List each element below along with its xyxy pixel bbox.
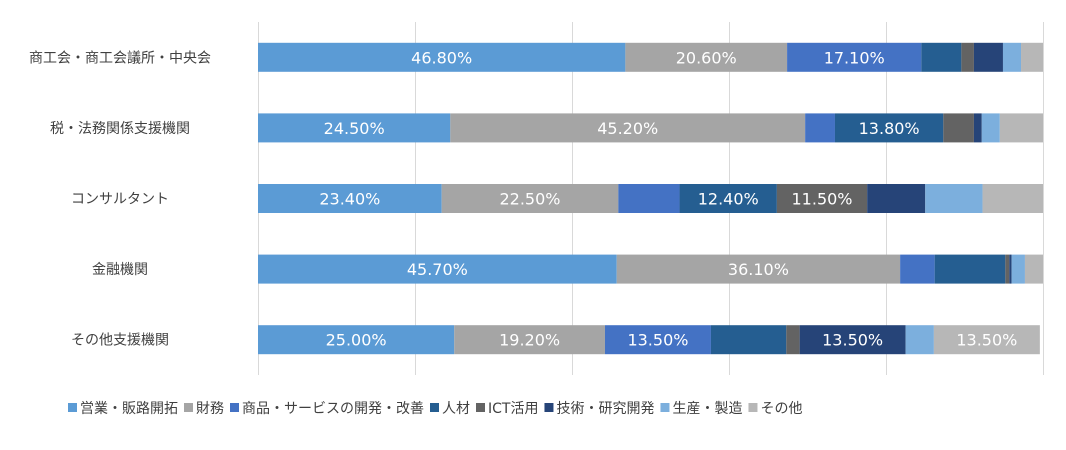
bar-segment [981,113,1000,143]
bar-segment [934,254,1006,284]
legend-swatch [748,403,758,412]
bar-segment [258,325,455,355]
data-label: 20.60% [676,48,737,67]
legend-label: 技術・研究開発 [556,401,654,417]
legend-label: 生産・製造 [672,401,742,417]
data-label: 17.10% [824,48,885,67]
bar-segment [905,325,934,355]
data-label: 13.50% [627,331,688,350]
bar-segment [973,113,982,143]
data-label: 13.50% [956,331,1017,350]
bar-segment [450,113,806,143]
legend-swatch [476,403,485,412]
bar-segment [999,113,1043,143]
legend-swatch [430,403,439,412]
bar-segment [625,42,788,72]
bar-segment [933,325,1040,355]
bar-segment [1009,254,1012,284]
legend-label: 人材 [442,401,470,417]
bar-segment [710,325,787,355]
category-label: 商工会・商工会議所・中央会 [29,49,211,66]
legend-swatch [230,403,239,412]
category-label: 金融機関 [92,262,148,278]
bar-segment [679,184,777,213]
data-label: 24.50% [324,119,385,138]
data-label: 23.40% [319,190,380,209]
data-label: 13.80% [859,119,920,138]
legend-label: ICT活用 [488,401,538,417]
data-label: 13.50% [822,331,883,350]
bar-segment [925,184,983,213]
data-label: 22.50% [499,190,560,209]
bar-segment [1024,254,1043,284]
bar-segment [900,254,935,284]
bar-segment [258,42,626,72]
data-label: 12.40% [698,190,759,209]
bar-segment [258,254,617,284]
data-label: 46.80% [411,48,472,67]
bar-segment [943,113,974,143]
bar-segment [1002,42,1022,72]
bar-segment [799,325,906,355]
legend-label: 営業・販路開拓 [80,401,178,417]
data-label: 25.00% [326,331,387,350]
bar-segment [776,184,868,213]
bar-segment [982,184,1043,213]
bar-segment [1011,254,1025,284]
category-label: コンサルタント [71,192,169,208]
bar-segment [441,184,619,213]
bar-segment [867,184,926,213]
bar-segment [786,325,800,355]
bar-segment [787,42,922,72]
legend-swatch [544,403,554,412]
legend-swatch [660,403,670,412]
bar-segment [454,325,605,355]
data-label: 45.20% [597,119,658,138]
legend-label: 財務 [196,401,224,417]
bar-segment [616,254,901,284]
bar-segment [921,42,962,72]
bar-segment [973,42,1003,72]
bar-segment [1021,42,1043,72]
legend-label: 商品・サービスの開発・改善 [242,401,424,417]
bar-segment [604,325,711,355]
legend-label: その他 [760,401,802,417]
bar-segment [618,184,680,213]
bar-segment [258,184,442,213]
category-label: 税・法務関係支援機関 [50,121,190,137]
legend-swatch [184,403,193,412]
data-label: 45.70% [407,260,468,279]
data-label: 11.50% [792,190,853,209]
bar-segment [834,113,944,143]
bar-segment [1005,254,1010,284]
data-label: 36.10% [728,260,789,279]
category-labels: 商工会・商工会議所・中央会税・法務関係支援機関コンサルタント金融機関その他支援機… [29,49,211,348]
data-label: 19.20% [499,331,560,350]
legend-swatch [68,403,77,412]
bar-segment [961,42,974,72]
category-label: その他支援機関 [71,333,169,349]
bar-segment [258,113,451,143]
bars: 46.80% 20.60% 17.10% 24.50% 45.20% 13.80% 23.4… [258,42,1043,355]
bar-segment [805,113,835,143]
legend: 営業・販路開拓 財務 商品・サービスの開発・改善 人材 ICT活用 技術・研究開発 生産・製… [68,401,802,417]
